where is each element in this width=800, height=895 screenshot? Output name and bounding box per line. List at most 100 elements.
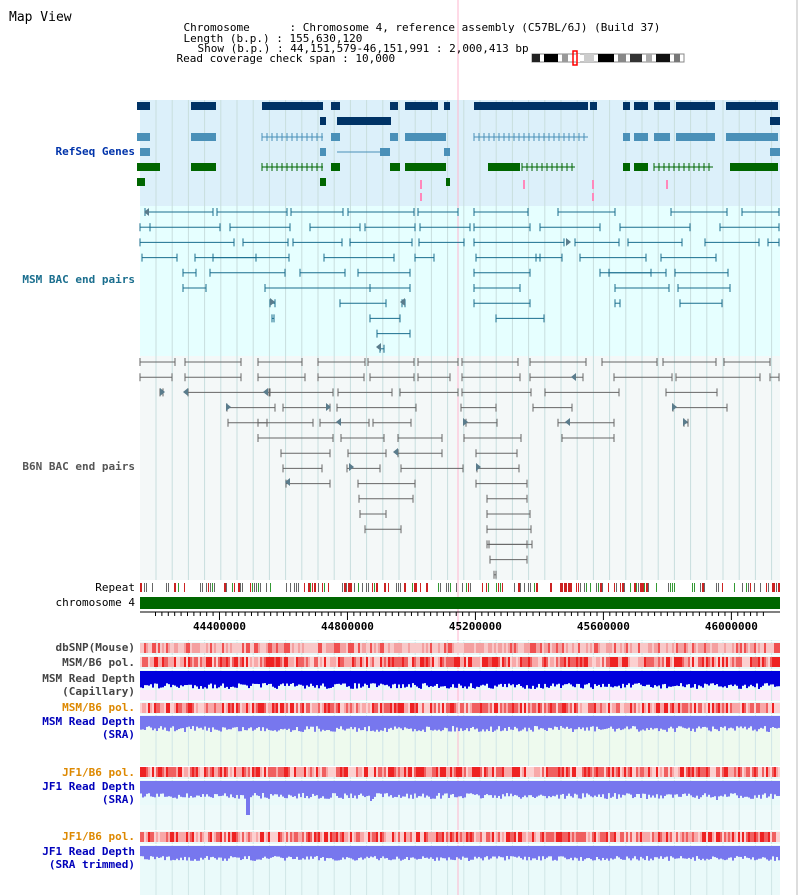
heat-cell xyxy=(438,703,440,713)
depth-bar xyxy=(174,671,176,686)
heat-cell xyxy=(534,657,536,667)
repeat-element xyxy=(252,583,253,592)
depth-bar xyxy=(470,671,472,684)
depth-bar xyxy=(168,716,170,732)
heat-cell xyxy=(674,767,676,777)
heat-cell xyxy=(410,767,412,777)
heat-cell xyxy=(748,643,750,653)
heat-cell xyxy=(486,767,488,777)
repeat-element xyxy=(692,583,693,592)
repeat-element xyxy=(238,583,240,592)
right-margin xyxy=(780,0,800,895)
heat-cell xyxy=(544,703,546,713)
heat-cell xyxy=(620,832,622,842)
heat-cell xyxy=(656,832,658,842)
depth-bar xyxy=(292,846,294,860)
heat-cell xyxy=(726,767,728,777)
depth-bar xyxy=(674,671,676,687)
heat-cell xyxy=(386,767,388,777)
gene-exon xyxy=(137,178,145,186)
depth-bar xyxy=(476,671,478,687)
depth-bar xyxy=(260,671,262,688)
depth-bar xyxy=(188,671,190,685)
heat-cell xyxy=(238,832,240,842)
heat-cell xyxy=(776,643,778,653)
heat-cell xyxy=(270,832,272,842)
depth-bar xyxy=(282,716,284,730)
depth-bar xyxy=(654,846,656,858)
depth-bar xyxy=(546,781,548,799)
heat-cell xyxy=(536,643,538,653)
bac-end-marker xyxy=(226,403,231,411)
heat-cell xyxy=(238,703,240,713)
depth-bar xyxy=(736,716,738,727)
ideogram-band xyxy=(656,54,670,62)
heat-cell xyxy=(140,832,142,842)
depth-bar xyxy=(728,716,730,729)
depth-bar xyxy=(200,671,202,687)
heat-cell xyxy=(356,657,358,667)
depth-bar xyxy=(420,846,422,859)
repeat-element xyxy=(742,583,743,592)
heat-cell xyxy=(612,832,614,842)
heat-cell xyxy=(144,643,146,653)
heat-cell xyxy=(184,767,186,777)
depth-bar xyxy=(440,846,442,858)
depth-bar xyxy=(406,846,408,858)
heat-cell xyxy=(712,832,714,842)
depth-bar xyxy=(568,846,570,860)
repeat-element xyxy=(524,583,525,592)
heat-cell xyxy=(438,767,440,777)
heat-cell xyxy=(276,767,278,777)
heat-cell xyxy=(516,657,518,667)
depth-bar xyxy=(670,716,672,727)
heat-cell xyxy=(576,643,578,653)
depth-bar xyxy=(658,716,660,732)
heat-cell xyxy=(764,657,766,667)
heat-cell xyxy=(742,832,744,842)
repeat-element xyxy=(348,583,350,592)
heat-cell xyxy=(164,657,166,667)
heat-cell xyxy=(596,643,598,653)
heat-cell xyxy=(480,657,482,667)
heat-cell xyxy=(742,657,744,667)
ideogram-band xyxy=(618,54,626,62)
heat-cell xyxy=(552,643,554,653)
heat-cell xyxy=(208,703,210,713)
heat-cell xyxy=(688,832,690,842)
depth-bar xyxy=(378,671,380,686)
heat-cell xyxy=(424,643,426,653)
depth-bar xyxy=(766,671,768,684)
heat-cell xyxy=(466,643,468,653)
depth-bar xyxy=(584,781,586,798)
heat-cell xyxy=(550,703,552,713)
heat-cell xyxy=(656,703,658,713)
depth-bar xyxy=(252,716,254,731)
depth-bar xyxy=(352,846,354,860)
track-label-msm-bac[interactable]: MSM BAC end pairs xyxy=(22,273,135,286)
gene-exon xyxy=(405,133,446,141)
depth-bar xyxy=(154,716,156,729)
repeat-element xyxy=(256,583,257,592)
depth-bar xyxy=(340,716,342,727)
heat-cell xyxy=(260,657,262,667)
track-label-b6n-bac[interactable]: B6N BAC end pairs xyxy=(22,460,135,473)
heat-cell xyxy=(318,643,320,653)
depth-bar xyxy=(226,781,228,797)
heat-cell xyxy=(544,657,546,667)
depth-bar xyxy=(492,671,494,689)
heat-cell xyxy=(172,643,174,653)
depth-bar xyxy=(536,716,538,727)
depth-bar xyxy=(668,781,670,795)
depth-bar xyxy=(294,716,296,731)
depth-bar xyxy=(778,846,780,861)
track-label-refseq[interactable]: RefSeq Genes xyxy=(55,145,135,158)
heat-cell xyxy=(338,643,340,653)
heat-cell xyxy=(252,643,254,653)
gene-exon xyxy=(191,102,216,110)
depth-bar xyxy=(456,781,458,798)
depth-bar xyxy=(340,671,342,685)
heat-cell xyxy=(432,657,434,667)
heat-cell xyxy=(310,832,312,842)
